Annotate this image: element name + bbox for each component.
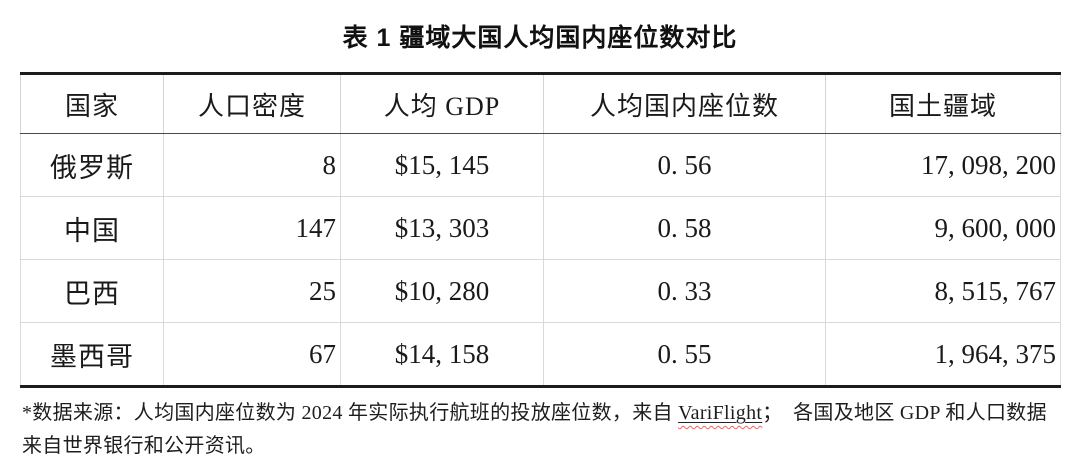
- column-header-territory: 国土疆域: [825, 73, 1061, 134]
- cell-density: 147: [163, 196, 341, 260]
- cell-gdp: $10, 280: [340, 259, 544, 323]
- cell-country: 巴西: [20, 259, 164, 323]
- column-header-gdp: 人均 GDP: [340, 73, 544, 134]
- column-header-country: 国家: [20, 73, 164, 134]
- cell-seats: 0. 33: [543, 259, 826, 323]
- table-row-brazil: 巴西 25 $10, 280 0. 33 8, 515, 767: [20, 259, 1061, 323]
- cell-density: 8: [163, 133, 341, 197]
- table-row-russia: 俄罗斯 8 $15, 145 0. 56 17, 098, 200: [20, 133, 1061, 197]
- cell-seats: 0. 58: [543, 196, 826, 260]
- cell-country: 中国: [20, 196, 164, 260]
- cell-territory: 8, 515, 767: [825, 259, 1061, 323]
- cell-gdp: $14, 158: [340, 322, 544, 387]
- cell-territory: 1, 964, 375: [825, 322, 1061, 387]
- cell-seats: 0. 55: [543, 322, 826, 387]
- cell-country: 墨西哥: [20, 322, 164, 387]
- header-row: 国家 人口密度 人均 GDP 人均国内座位数 国土疆域: [20, 73, 1061, 134]
- comparison-table: 国家 人口密度 人均 GDP 人均国内座位数 国土疆域 俄罗斯 8 $15, 1…: [20, 72, 1061, 388]
- data-source-note: *数据来源：人均国内座位数为 2024 年实际执行航班的投放座位数，来自 Var…: [22, 397, 1060, 463]
- cell-country: 俄罗斯: [20, 133, 164, 197]
- cell-territory: 17, 098, 200: [825, 133, 1061, 197]
- cell-density: 25: [163, 259, 341, 323]
- column-header-seats: 人均国内座位数: [543, 73, 826, 134]
- spellcheck-underline: VariFlight: [678, 402, 762, 424]
- cell-gdp: $13, 303: [340, 196, 544, 260]
- cell-territory: 9, 600, 000: [825, 196, 1061, 260]
- table-row-mexico: 墨西哥 67 $14, 158 0. 55 1, 964, 375: [20, 322, 1061, 387]
- footnote-text-after-link: ； 各国及地区 GDP 和人口数据来自世界银行和公开资讯。: [22, 402, 1047, 457]
- footnote-text-before-link: *数据来源：人均国内座位数为 2024 年实际执行航班的投放座位数，来自: [22, 402, 679, 424]
- table-row-china: 中国 147 $13, 303 0. 58 9, 600, 000: [20, 196, 1061, 260]
- column-header-density: 人口密度: [163, 73, 341, 134]
- table-caption: 表 1 疆域大国人均国内座位数对比: [342, 24, 738, 52]
- cell-gdp: $15, 145: [340, 133, 544, 197]
- variflight-link[interactable]: VariFlight: [678, 402, 763, 424]
- cell-density: 67: [163, 322, 341, 387]
- cell-seats: 0. 56: [543, 133, 826, 197]
